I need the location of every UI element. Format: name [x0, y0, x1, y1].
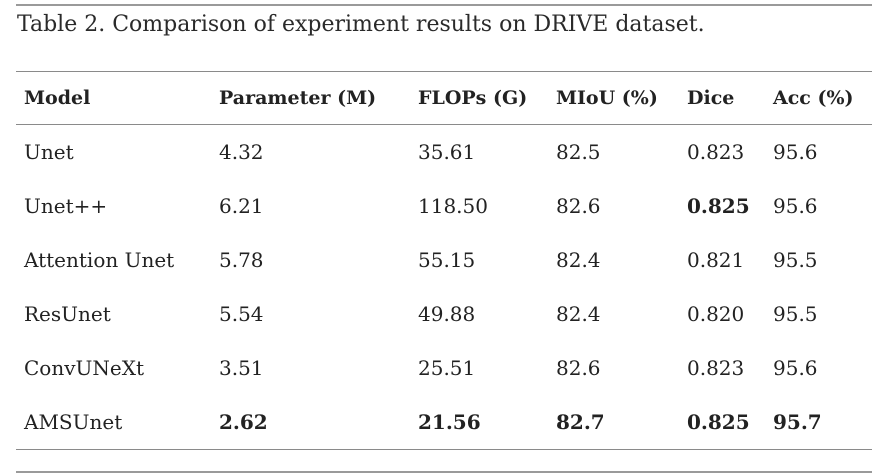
column-header-parameter: Parameter (M) — [219, 87, 377, 109]
cell-miou: 82.5 — [556, 140, 601, 164]
cell-parameter: 6.21 — [219, 194, 264, 218]
cell-flops: 35.61 — [418, 140, 476, 164]
cell-acc: 95.5 — [773, 302, 818, 326]
cell-acc: 95.6 — [773, 140, 818, 164]
cell-flops: 55.15 — [418, 248, 476, 272]
cell-miou: 82.4 — [556, 302, 601, 326]
cell-acc: 95.5 — [773, 248, 818, 272]
column-header-flops: FLOPs (G) — [418, 87, 528, 109]
cell-dice: 0.825 — [687, 410, 750, 434]
cell-model: Attention Unet — [24, 248, 175, 272]
cell-model: AMSUnet — [24, 410, 123, 434]
cell-parameter: 5.78 — [219, 248, 264, 272]
table-row: Unet 4.32 35.61 82.5 0.823 95.6 — [0, 137, 884, 167]
cell-model: ResUnet — [24, 302, 111, 326]
header-bottom-rule — [16, 124, 872, 125]
table-row: Unet++ 6.21 118.50 82.6 0.825 95.6 — [0, 191, 884, 221]
cell-miou: 82.4 — [556, 248, 601, 272]
page-bottom-rule — [16, 471, 872, 473]
header-top-rule — [16, 71, 872, 72]
cell-dice: 0.825 — [687, 194, 750, 218]
cell-miou: 82.7 — [556, 410, 605, 434]
cell-dice: 0.820 — [687, 302, 745, 326]
table-row: ConvUNeXt 3.51 25.51 82.6 0.823 95.6 — [0, 353, 884, 383]
cell-model: Unet++ — [24, 194, 108, 218]
cell-parameter: 3.51 — [219, 356, 264, 380]
top-rule — [16, 4, 872, 6]
table-row: ResUnet 5.54 49.88 82.4 0.820 95.5 — [0, 299, 884, 329]
table-bottom-rule — [16, 449, 872, 450]
cell-dice: 0.821 — [687, 248, 745, 272]
cell-dice: 0.823 — [687, 140, 745, 164]
column-header-miou: MIoU (%) — [556, 87, 658, 109]
column-header-model: Model — [24, 87, 91, 109]
cell-flops: 49.88 — [418, 302, 476, 326]
cell-dice: 0.823 — [687, 356, 745, 380]
cell-parameter: 2.62 — [219, 410, 268, 434]
column-header-dice: Dice — [687, 87, 735, 109]
cell-model: ConvUNeXt — [24, 356, 144, 380]
column-header-acc: Acc (%) — [773, 87, 854, 109]
table-header-row: Model Parameter (M) FLOPs (G) MIoU (%) D… — [0, 83, 884, 113]
cell-model: Unet — [24, 140, 74, 164]
cell-parameter: 4.32 — [219, 140, 264, 164]
cell-miou: 82.6 — [556, 356, 601, 380]
cell-acc: 95.7 — [773, 410, 822, 434]
table-row: AMSUnet 2.62 21.56 82.7 0.825 95.7 — [0, 407, 884, 437]
cell-miou: 82.6 — [556, 194, 601, 218]
cell-acc: 95.6 — [773, 356, 818, 380]
cell-acc: 95.6 — [773, 194, 818, 218]
cell-flops: 21.56 — [418, 410, 481, 434]
cell-flops: 25.51 — [418, 356, 476, 380]
cell-parameter: 5.54 — [219, 302, 264, 326]
table-row: Attention Unet 5.78 55.15 82.4 0.821 95.… — [0, 245, 884, 275]
cell-flops: 118.50 — [418, 194, 488, 218]
table-caption: Table 2. Comparison of experiment result… — [17, 12, 705, 37]
